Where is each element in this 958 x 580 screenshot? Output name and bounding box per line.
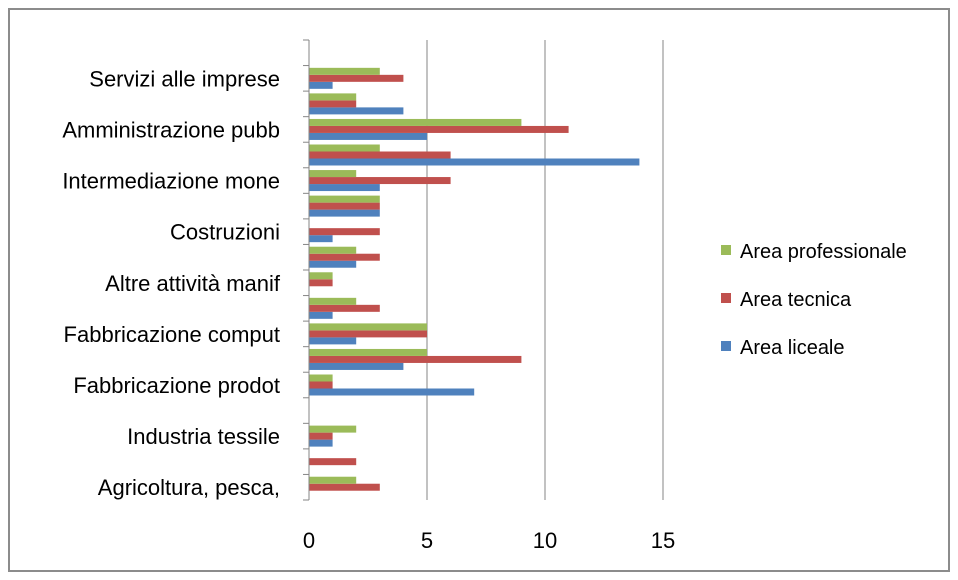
legend-swatch: [721, 245, 731, 255]
tick-labels: 0 5 10 15: [303, 528, 675, 553]
bar-area-liceale: [309, 107, 404, 115]
chart-frame: [8, 8, 950, 572]
category-label: Fabbricazione comput: [64, 322, 280, 347]
x-tick-label: 0: [303, 528, 315, 553]
category-label: Amministrazione pubb: [62, 117, 280, 142]
bar-area-tecnica: [309, 228, 380, 236]
category-label: Agricoltura, pesca,: [98, 475, 280, 500]
x-tick-label: 15: [651, 528, 675, 553]
bar-area-liceale: [309, 260, 357, 268]
bar-area-professionale: [309, 323, 427, 331]
bar-area-professionale: [309, 348, 427, 356]
bar-area-professionale: [309, 425, 357, 433]
bar-area-liceale: [309, 388, 475, 396]
bar-area-liceale: [309, 209, 380, 217]
bar-area-liceale: [309, 439, 333, 447]
bar-area-liceale: [309, 362, 404, 370]
legend-label: Area liceale: [740, 337, 845, 359]
category-label: Fabbricazione prodot: [73, 373, 280, 398]
bar-area-liceale: [309, 311, 333, 319]
bar-area-tecnica: [309, 330, 427, 338]
bar-area-professionale: [309, 170, 357, 178]
bar-area-tecnica: [309, 483, 380, 491]
category-label: Industria tessile: [127, 424, 280, 449]
bar-area-liceale: [309, 337, 357, 345]
bar-area-liceale: [309, 132, 427, 140]
bar-area-liceale: [309, 184, 380, 192]
bar-area-professionale: [309, 374, 333, 382]
bar-area-professionale: [309, 93, 357, 101]
bar-area-tecnica: [309, 432, 333, 440]
legend-swatch: [721, 341, 731, 351]
bar-area-professionale: [309, 118, 522, 126]
bar-area-professionale: [309, 67, 380, 75]
category-label: Altre attività manif: [105, 271, 281, 296]
bar-area-tecnica: [309, 304, 380, 312]
bar-layer: [309, 67, 640, 491]
x-tick-label: 10: [533, 528, 557, 553]
bar-area-tecnica: [309, 458, 357, 466]
bar-area-professionale: [309, 246, 357, 254]
bar-area-professionale: [309, 297, 357, 305]
bar-area-tecnica: [309, 151, 451, 159]
legend-label: Area tecnica: [740, 289, 852, 311]
bar-area-liceale: [309, 235, 333, 243]
bar-area-professionale: [309, 272, 333, 280]
bar-area-tecnica: [309, 279, 333, 287]
category-label: Intermediazione mone: [62, 169, 280, 194]
bar-area-tecnica: [309, 202, 380, 210]
bar-area-professionale: [309, 476, 357, 484]
bar-area-tecnica: [309, 253, 380, 261]
bar-area-tecnica: [309, 355, 522, 363]
axis-layer: [303, 39, 310, 501]
category-label: Costruzioni: [170, 220, 280, 245]
bar-area-liceale: [309, 158, 640, 166]
legend: Area professionale Area tecnica Area licea…: [721, 241, 907, 359]
bar-area-professionale: [309, 195, 380, 203]
legend-label: Area professionale: [740, 241, 907, 263]
bar-area-liceale: [309, 81, 333, 89]
category-labels: Agricoltura, pesca, Industria tessile Fabb…: [62, 66, 281, 500]
bar-area-professionale: [309, 144, 380, 152]
legend-swatch: [721, 293, 731, 303]
grid-layer: [426, 40, 664, 500]
bar-area-tecnica: [309, 100, 357, 108]
category-label: Servizi alle imprese: [89, 66, 280, 91]
bar-area-tecnica: [309, 381, 333, 389]
bar-area-tecnica: [309, 74, 404, 82]
bar-area-tecnica: [309, 125, 569, 133]
bar-area-tecnica: [309, 177, 451, 185]
x-tick-label: 5: [421, 528, 433, 553]
